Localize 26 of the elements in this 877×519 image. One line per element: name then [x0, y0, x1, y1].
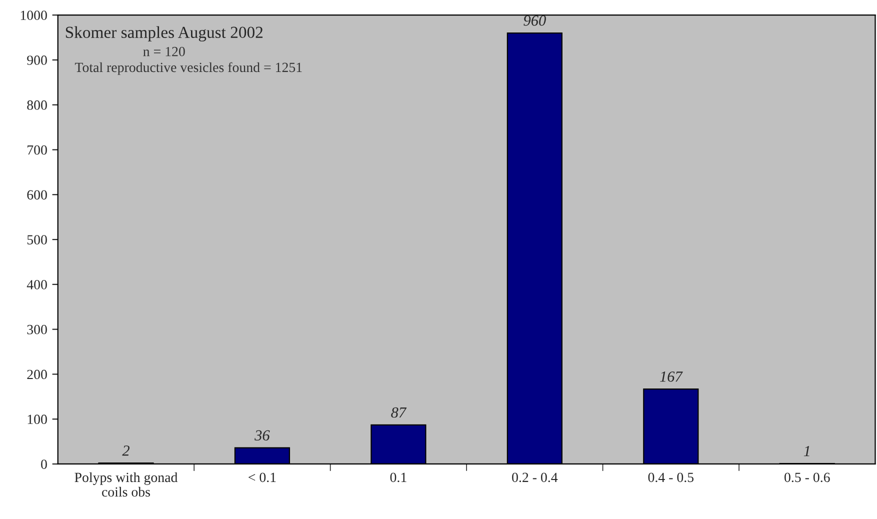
y-tick-label: 200 — [27, 370, 47, 380]
x-tick-label: 0.5 - 0.6 — [784, 472, 830, 482]
y-tick-label: 700 — [28, 145, 47, 155]
annotation: Total reproductive vesicles found = 1251 — [74, 62, 302, 75]
data-label: 36 — [254, 430, 270, 441]
y-tick-label: 900 — [27, 56, 47, 65]
x-tick-label: 0.4 - 0.5 — [648, 472, 694, 482]
data-label: 1 — [804, 446, 810, 456]
y-tick-label: 400 — [26, 280, 47, 290]
data-label: 960 — [524, 15, 546, 26]
y-tick-label: 500 — [27, 235, 47, 244]
data-label: 87 — [391, 407, 407, 418]
y-tick-label: 300 — [27, 324, 47, 334]
y-tick-label: 600 — [27, 190, 47, 200]
x-tick-label: Polyps with gonad coils obs — [74, 472, 178, 497]
data-label: 2 — [122, 446, 130, 456]
data-label: 167 — [660, 371, 683, 382]
y-tick-label: 0 — [41, 460, 47, 469]
x-tick-label: 0.1 — [390, 472, 406, 482]
text: n = 120 — [143, 46, 185, 56]
y-tick-label: 100 — [28, 414, 47, 424]
y-tick-label: 800 — [27, 100, 47, 110]
text: Skomer samples August 2002 — [66, 26, 263, 42]
y-tick-label: 1000 — [20, 10, 47, 20]
x-tick-label: 0.2 - 0.4 — [512, 472, 558, 482]
x-tick-label: < 0.1 — [248, 472, 276, 482]
